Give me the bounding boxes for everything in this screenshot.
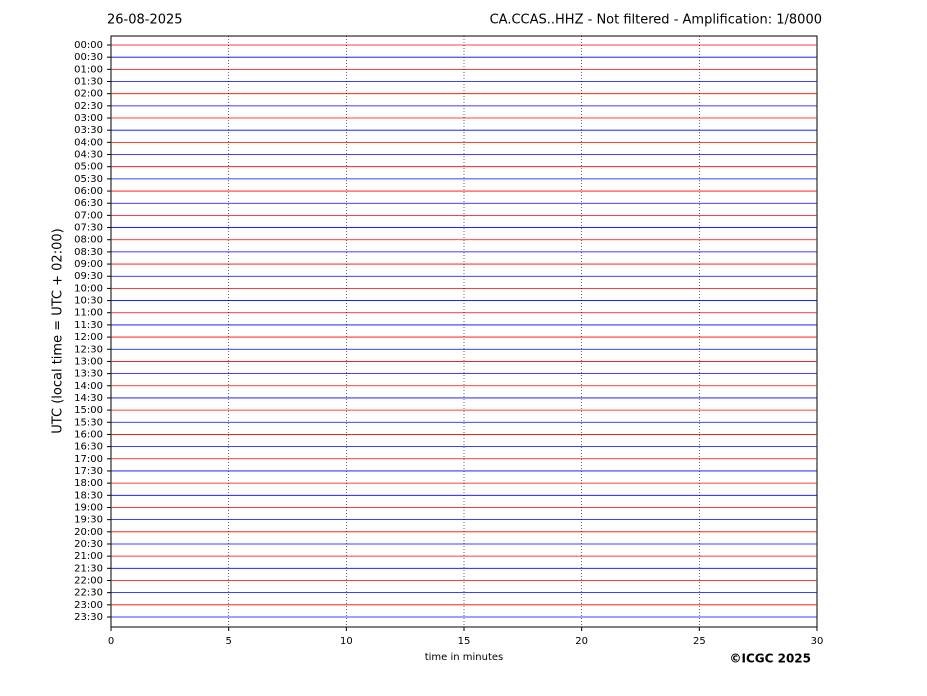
y-tick-label: 16:00 (74, 429, 103, 440)
y-tick-label: 21:30 (74, 563, 103, 574)
y-tick-label: 17:30 (74, 466, 103, 477)
y-tick-label: 17:00 (74, 454, 103, 465)
x-tick-label: 30 (811, 636, 824, 647)
y-tick-label: 02:00 (74, 89, 103, 100)
y-tick-label: 11:30 (74, 320, 103, 331)
y-tick-label: 13:30 (74, 369, 103, 380)
y-tick-label: 21:00 (74, 551, 103, 562)
y-tick-label: 22:30 (74, 588, 103, 599)
y-tick-label: 04:00 (74, 137, 103, 148)
y-tick-label: 08:00 (74, 235, 103, 246)
x-tick-label: 25 (693, 636, 706, 647)
chart-title: CA.CCAS..HHZ - Not filtered - Amplificat… (490, 13, 822, 28)
y-tick-label: 05:30 (74, 174, 103, 185)
y-tick-label: 12:30 (74, 344, 103, 355)
y-tick-label: 16:30 (74, 442, 103, 453)
y-tick-label: 07:00 (74, 210, 103, 221)
y-tick-label: 22:00 (74, 575, 103, 586)
y-tick-label: 15:00 (74, 405, 103, 416)
plot-frame (110, 35, 818, 628)
y-tick-label: 06:00 (74, 186, 103, 197)
y-tick-label: 04:30 (74, 150, 103, 161)
x-tick-label: 20 (575, 636, 588, 647)
y-tick-label: 09:00 (74, 259, 103, 270)
y-tick-label: 01:00 (74, 64, 103, 75)
y-tick-label: 12:00 (74, 332, 103, 343)
y-axis-label: UTC (local time = UTC + 02:00) (51, 228, 66, 433)
y-tick-label: 10:30 (74, 296, 103, 307)
y-tick-label: 07:30 (74, 223, 103, 234)
y-tick-label: 06:30 (74, 198, 103, 209)
x-tick-label: 0 (108, 636, 114, 647)
y-tick-label: 20:30 (74, 539, 103, 550)
y-tick-label: 03:30 (74, 125, 103, 136)
y-tick-label: 08:30 (74, 247, 103, 258)
y-tick-label: 03:00 (74, 113, 103, 124)
y-tick-label: 01:30 (74, 77, 103, 88)
y-tick-label: 18:30 (74, 490, 103, 501)
y-tick-label: 19:30 (74, 515, 103, 526)
x-axis-label: time in minutes (425, 652, 504, 663)
y-tick-label: 23:30 (74, 612, 103, 623)
x-tick-label: 10 (340, 636, 353, 647)
y-tick-label: 00:30 (74, 52, 103, 63)
copyright: ©ICGC 2025 (729, 652, 811, 666)
y-tick-label: 15:30 (74, 417, 103, 428)
y-tick-label: 14:00 (74, 381, 103, 392)
y-tick-label: 02:30 (74, 101, 103, 112)
y-tick-label: 19:00 (74, 502, 103, 513)
y-tick-label: 18:00 (74, 478, 103, 489)
y-tick-label: 10:00 (74, 283, 103, 294)
y-tick-label: 20:00 (74, 527, 103, 538)
x-tick-label: 5 (225, 636, 231, 647)
y-tick-label: 13:00 (74, 356, 103, 367)
x-tick-label: 15 (458, 636, 471, 647)
y-tick-label: 11:00 (74, 308, 103, 319)
y-tick-label: 05:00 (74, 162, 103, 173)
y-tick-label: 23:00 (74, 600, 103, 611)
date: 26-08-2025 (107, 13, 183, 28)
y-tick-label: 00:00 (74, 40, 103, 51)
y-tick-label: 14:30 (74, 393, 103, 404)
y-tick-label: 09:30 (74, 271, 103, 282)
